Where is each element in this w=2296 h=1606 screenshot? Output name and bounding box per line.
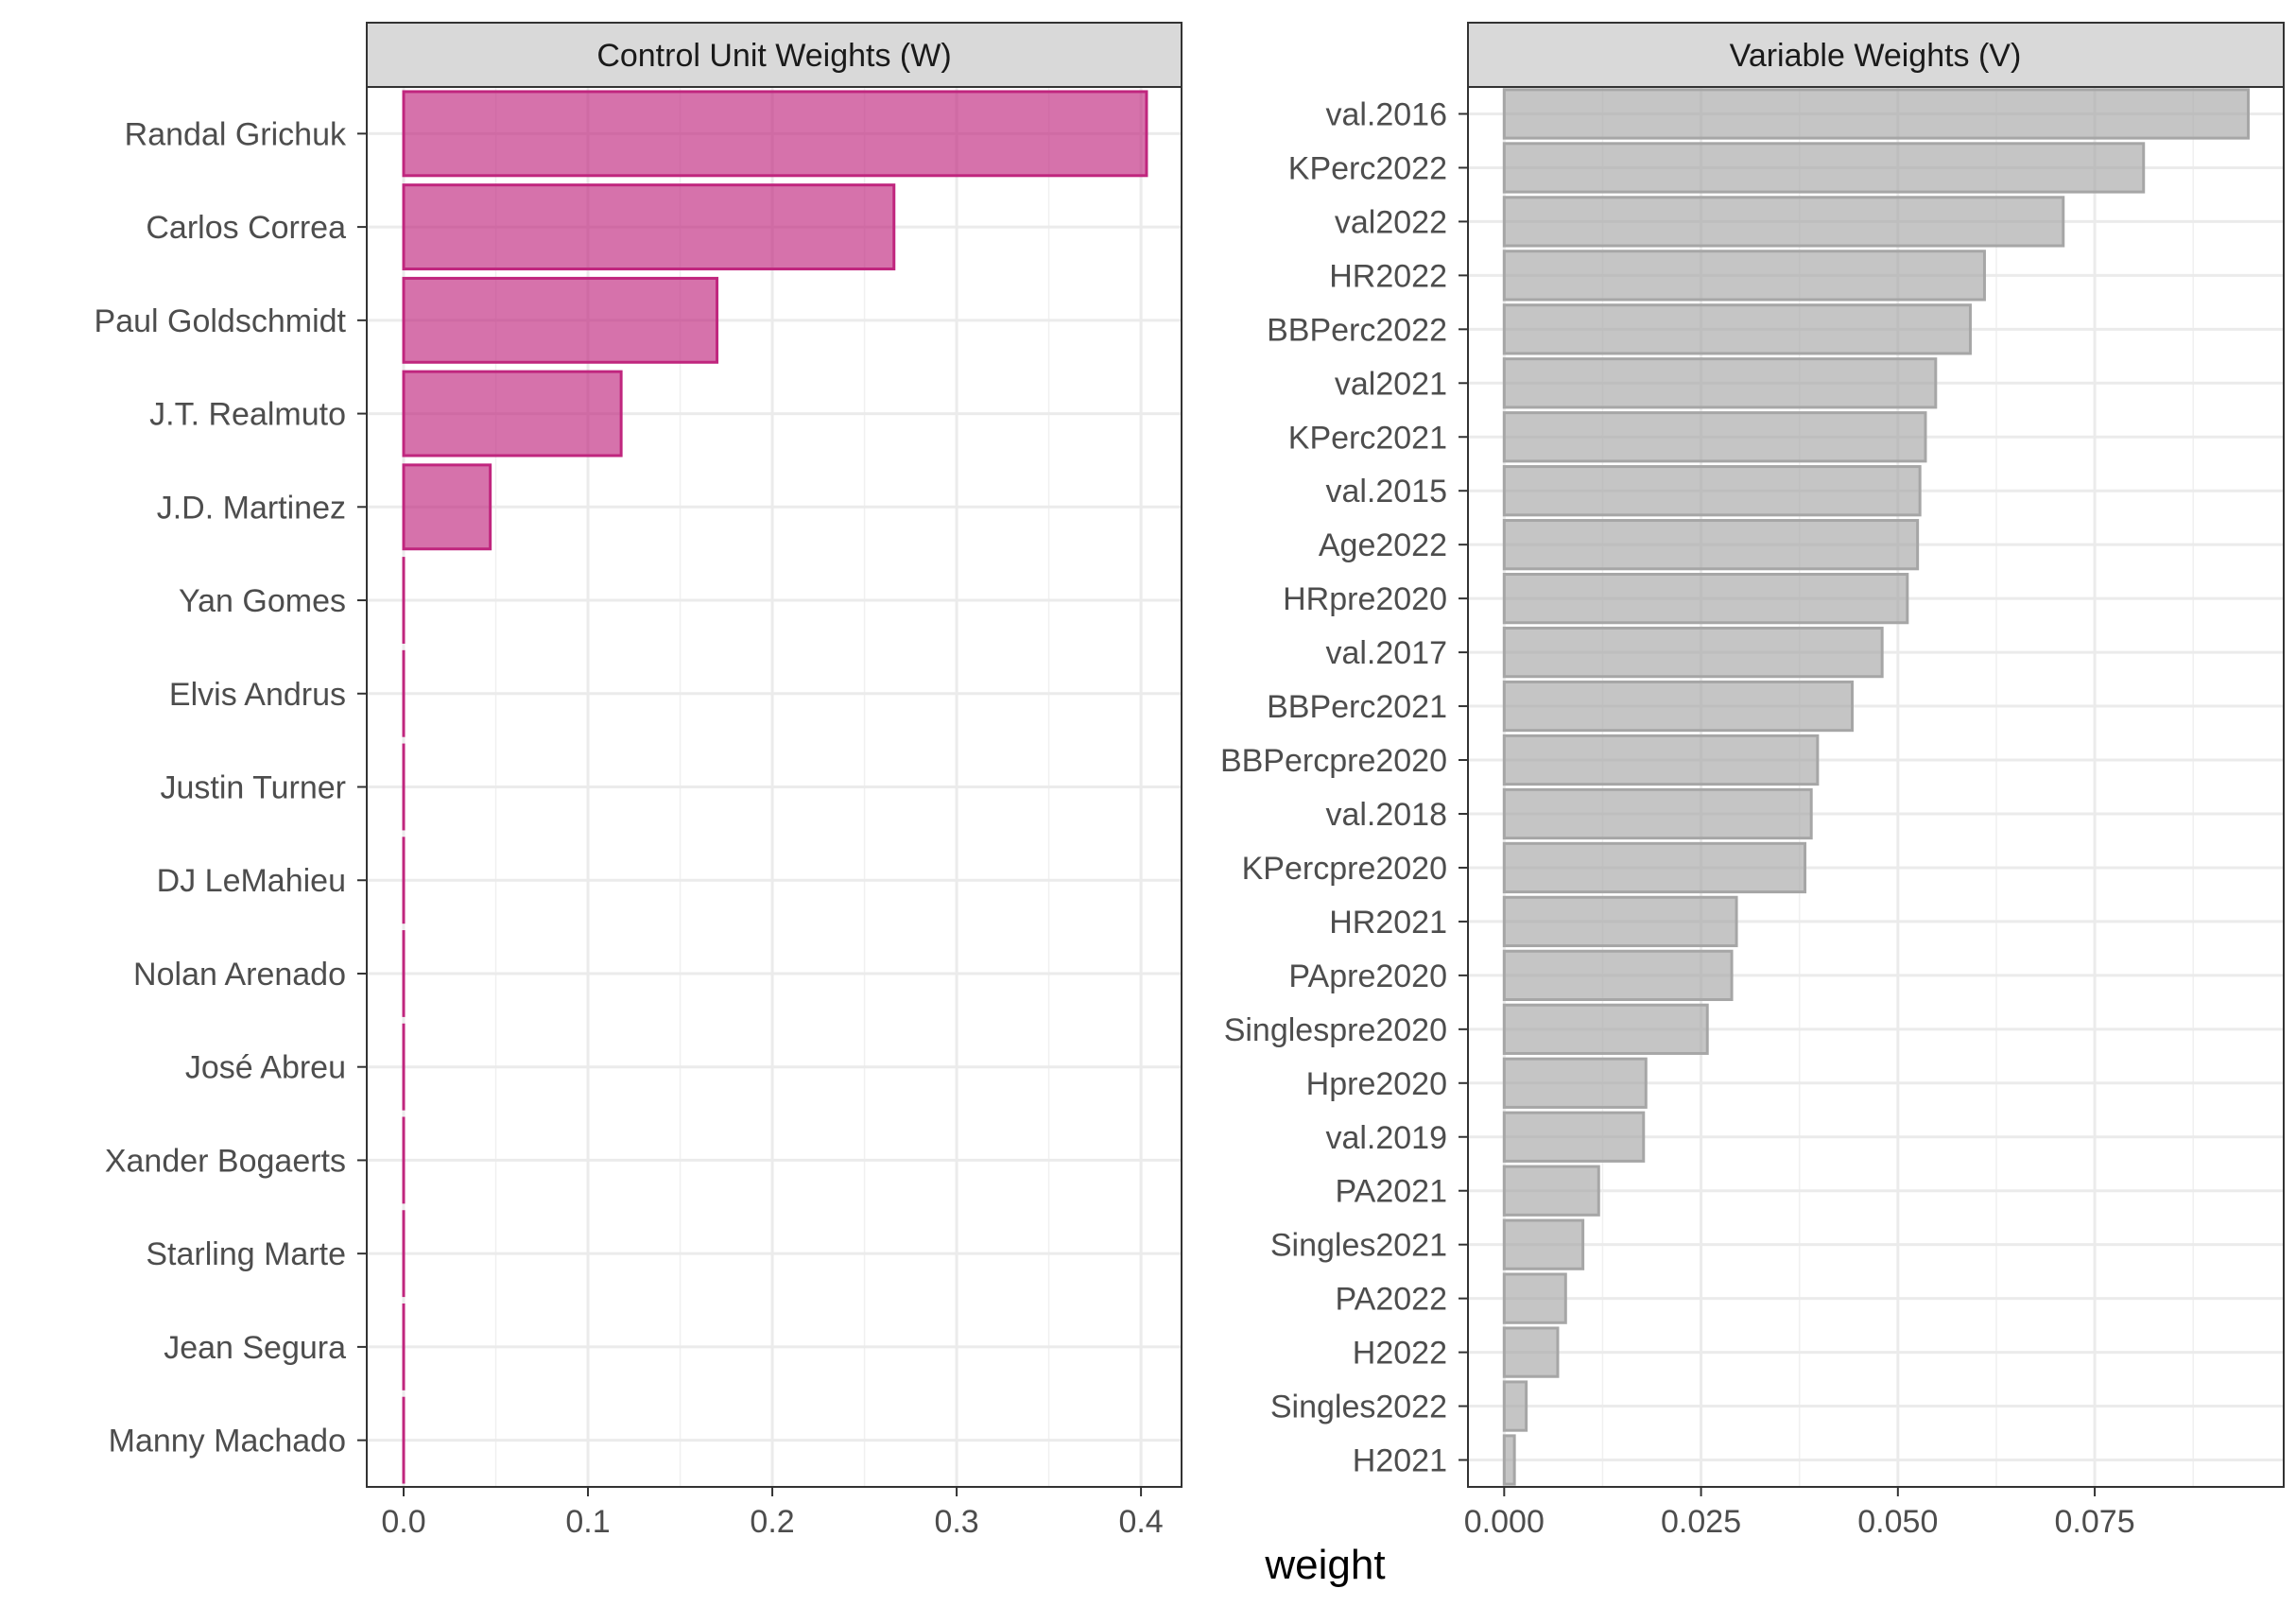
panel-title: Control Unit Weights (W): [596, 38, 951, 74]
y-tick-label: HR2021: [1329, 905, 1447, 941]
bars: [1502, 88, 2251, 1486]
y-tick-label: BBPerc2022: [1267, 312, 1447, 348]
bar: [1502, 357, 1938, 409]
y-tick-label: Paul Goldschmidt: [95, 303, 347, 339]
bar: [1502, 88, 2251, 140]
y-tick-label: val.2019: [1325, 1120, 1447, 1156]
y-tick-label: J.D. Martinez: [157, 490, 346, 526]
bar: [1502, 895, 1738, 948]
y-tick-label: val.2017: [1325, 635, 1447, 671]
y-tick-label: Xander Bogaerts: [105, 1143, 346, 1179]
y-tick-label: J.T. Realmuto: [149, 397, 346, 433]
bar: [1502, 734, 1820, 786]
bar: [1502, 1326, 1560, 1378]
x-tick-label: 0.000: [1464, 1504, 1545, 1540]
x-axis: 0.0 0.1 0.2 0.3 0.4: [381, 1487, 1164, 1540]
y-tick-label: KPerc2022: [1288, 150, 1447, 186]
x-axis: 0.000 0.025 0.050 0.075: [1464, 1487, 2135, 1540]
y-tick-label: Elvis Andrus: [169, 677, 346, 713]
bar: [1502, 250, 1986, 302]
y-tick-label: DJ LeMahieu: [157, 863, 346, 899]
y-tick-label: Nolan Arenado: [133, 957, 346, 993]
y-tick-label: Singles2022: [1270, 1390, 1447, 1425]
x-tick-label: 0.1: [565, 1504, 610, 1540]
bar: [1502, 949, 1734, 1001]
y-tick-label: val.2016: [1325, 96, 1447, 132]
y-tick-label: Randal Grichuk: [125, 116, 347, 152]
y-tick-label: José Abreu: [185, 1050, 346, 1086]
bar: [1502, 573, 1909, 625]
bar: [1502, 841, 1807, 894]
bar: [1502, 680, 1855, 733]
x-tick-label: 0.4: [1118, 1504, 1163, 1540]
bar: [1502, 1434, 1516, 1486]
bar: [1502, 787, 1813, 840]
y-tick-label: KPercpre2020: [1242, 851, 1447, 887]
bar: [1502, 1003, 1709, 1055]
bar: [402, 183, 896, 271]
bar: [1502, 303, 1972, 355]
y-tick-label: val2021: [1335, 366, 1447, 402]
y-tick-label: Carlos Correa: [146, 210, 346, 246]
bar: [1502, 411, 1927, 463]
y-tick-label: Manny Machado: [109, 1424, 346, 1459]
bar: [402, 463, 492, 551]
bar: [1502, 626, 1884, 679]
bar: [402, 370, 623, 458]
bars: [402, 90, 1148, 1484]
y-tick-label: HR2022: [1329, 258, 1447, 294]
bar: [1502, 1057, 1648, 1109]
x-tick-label: 0.3: [934, 1504, 978, 1540]
y-tick-label: PA2022: [1336, 1282, 1447, 1318]
bar: [402, 90, 1148, 178]
plot-border: [1467, 86, 2285, 1488]
y-tick-label: val.2015: [1325, 474, 1447, 509]
y-tick-label: Singles2021: [1270, 1228, 1447, 1264]
x-axis-title: weight: [1264, 1542, 1385, 1588]
strip-background: [366, 22, 1183, 88]
y-tick-label: Hpre2020: [1306, 1066, 1447, 1102]
bar: [1502, 142, 2146, 194]
bar: [1502, 465, 1922, 517]
y-tick-label: PA2021: [1336, 1174, 1447, 1210]
y-tick-label: BBPerc2021: [1267, 689, 1447, 725]
bar: [1502, 1111, 1646, 1163]
strip-background: [1467, 22, 2285, 88]
x-tick-label: 0.075: [2055, 1504, 2135, 1540]
panel-control-unit-weights: Control Unit Weights (W) Randal Grichuk C…: [95, 22, 1183, 1540]
y-tick-label: PApre2020: [1288, 958, 1447, 994]
y-tick-label: Yan Gomes: [179, 583, 346, 619]
y-tick-label: Age2022: [1319, 527, 1447, 563]
y-tick-label: H2021: [1353, 1443, 1447, 1479]
y-tick-label: Singlespre2020: [1224, 1012, 1447, 1048]
y-axis: Randal Grichuk Carlos Correa Paul Goldschm…: [95, 116, 367, 1459]
y-axis: val.2016 KPerc2022 val2022 HR2022 BBPerc2022…: [1220, 96, 1468, 1479]
bar: [1502, 196, 2065, 248]
panel-title: Variable Weights (V): [1730, 38, 2022, 74]
bar: [1502, 1380, 1528, 1432]
y-tick-label: BBPercpre2020: [1220, 743, 1447, 779]
y-tick-label: Justin Turner: [160, 770, 346, 806]
bar: [1502, 1165, 1600, 1217]
y-tick-label: HRpre2020: [1283, 581, 1447, 617]
y-tick-label: KPerc2021: [1288, 420, 1447, 456]
x-tick-label: 0.2: [750, 1504, 794, 1540]
y-tick-label: val.2018: [1325, 797, 1447, 833]
bar: [1502, 1218, 1585, 1270]
y-tick-label: Jean Segura: [164, 1330, 346, 1366]
x-tick-label: 0.025: [1661, 1504, 1741, 1540]
x-tick-label: 0.0: [381, 1504, 425, 1540]
y-tick-label: Starling Marte: [146, 1236, 346, 1272]
bar: [1502, 519, 1920, 571]
bar: [1502, 1272, 1567, 1324]
panel-variable-weights: Variable Weights (V) val.2016KPerc2022va…: [1220, 22, 2285, 1540]
bar: [402, 276, 719, 364]
x-tick-label: 0.050: [1857, 1504, 1938, 1540]
y-tick-label: H2022: [1353, 1336, 1447, 1372]
y-tick-label: val2022: [1335, 204, 1447, 240]
